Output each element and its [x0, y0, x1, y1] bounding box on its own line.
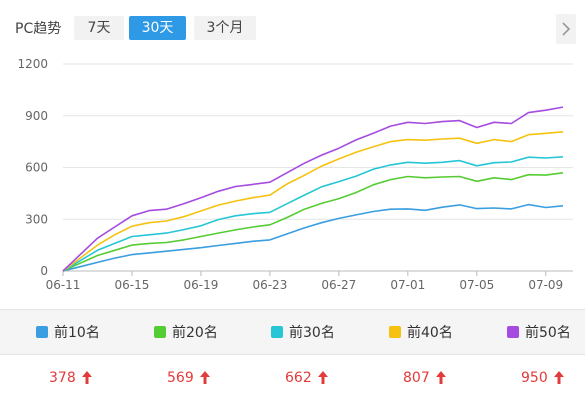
- x-axis-labels: 06-11 06-15 06-19 06-23 06-27 07-01 07-05 07-09: [46, 278, 564, 292]
- series-lines: [62, 106, 564, 272]
- series-line-2: [62, 172, 564, 272]
- latest-value-top10: 378: [49, 370, 92, 386]
- legend-swatch: [271, 326, 283, 338]
- value-text: 378: [49, 370, 76, 386]
- legend-label: 前30名: [289, 325, 335, 341]
- chart-header: PC趋势 7天 30天 3个月: [0, 0, 585, 56]
- x-tick-label: 06-15: [115, 278, 150, 292]
- legend-label: 前20名: [172, 325, 218, 341]
- tab-7-days[interactable]: 7天: [74, 16, 124, 40]
- y-axis-labels: 0 300 600 900 1200: [17, 57, 48, 278]
- series-line-5: [62, 106, 564, 272]
- legend-label: 前50名: [525, 325, 571, 341]
- x-tick-label: 06-11: [46, 278, 81, 292]
- series-line-1: [62, 203, 564, 272]
- legend-item-top50[interactable]: 前50名: [507, 325, 571, 341]
- legend-swatch: [507, 326, 519, 338]
- latest-values: 378 569 662 807 950: [0, 356, 585, 400]
- legend-swatch: [36, 326, 48, 338]
- series-line-3: [62, 156, 564, 272]
- value-text: 569: [167, 370, 194, 386]
- page-title: PC趋势: [15, 21, 62, 37]
- y-tick-label: 0: [40, 264, 48, 278]
- y-tick-label: 300: [25, 212, 48, 226]
- legend-label: 前10名: [54, 325, 100, 341]
- latest-value-top40: 807: [403, 370, 446, 386]
- value-text: 950: [521, 370, 548, 386]
- latest-value-top30: 662: [285, 370, 328, 386]
- tab-30-days[interactable]: 30天: [129, 16, 186, 40]
- up-arrow-icon: [199, 371, 210, 384]
- y-tick-label: 1200: [17, 57, 48, 71]
- legend: 前10名 前20名 前30名 前40名 前50名: [0, 309, 585, 355]
- latest-value-top50: 950: [521, 370, 564, 386]
- x-tick-label: 06-27: [321, 278, 356, 292]
- tab-3-months[interactable]: 3个月: [194, 16, 256, 40]
- x-tick-label: 07-01: [390, 278, 425, 292]
- legend-label: 前40名: [407, 325, 453, 341]
- up-arrow-icon: [553, 371, 564, 384]
- legend-swatch: [389, 326, 401, 338]
- x-tick-label: 06-23: [252, 278, 287, 292]
- up-arrow-icon: [81, 371, 92, 384]
- up-arrow-icon: [435, 371, 446, 384]
- x-tick-label: 06-19: [183, 278, 218, 292]
- next-button[interactable]: [556, 14, 576, 44]
- x-tick-label: 07-09: [528, 278, 563, 292]
- legend-swatch: [154, 326, 166, 338]
- line-chart: 0 300 600 900 1200 06-11 06-15 06-19 06-23 06-27…: [17, 57, 573, 292]
- series-line-4: [62, 131, 564, 272]
- x-tick-label: 07-05: [459, 278, 494, 292]
- value-text: 807: [403, 370, 430, 386]
- up-arrow-icon: [317, 371, 328, 384]
- legend-item-top40[interactable]: 前40名: [389, 325, 453, 341]
- legend-item-top10[interactable]: 前10名: [36, 325, 100, 341]
- legend-item-top30[interactable]: 前30名: [271, 325, 335, 341]
- y-tick-label: 600: [25, 161, 48, 175]
- y-tick-label: 900: [25, 109, 48, 123]
- value-text: 662: [285, 370, 312, 386]
- latest-value-top20: 569: [167, 370, 210, 386]
- chevron-right-icon: [562, 22, 571, 36]
- legend-item-top20[interactable]: 前20名: [154, 325, 218, 341]
